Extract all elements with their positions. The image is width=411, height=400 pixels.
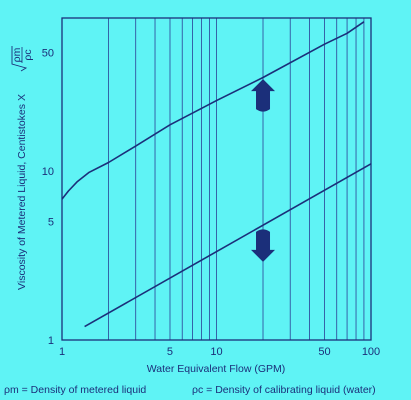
y-tick-label: 1 <box>48 335 54 347</box>
grid-lines <box>108 18 365 340</box>
x-tick-labels: 1 5 10 50 100 <box>59 346 380 358</box>
y-tick-label: 5 <box>48 217 54 229</box>
y-axis-label: Viscosity of Metered Liquid, Centistokes… <box>11 46 34 290</box>
plot-frame <box>61 17 372 341</box>
y-axis-label-sqrt-numerator: ρm <box>11 47 23 62</box>
y-tick-label: 10 <box>42 166 54 178</box>
x-tick-label: 5 <box>167 346 173 358</box>
y-axis-label-text: Viscosity of Metered Liquid, Centistokes… <box>16 94 28 290</box>
arrow-down-annotation <box>251 229 276 262</box>
y-tick-labels: 1 5 10 50 <box>42 48 54 347</box>
x-tick-label: 50 <box>318 346 330 358</box>
series-line-1 <box>61 21 365 200</box>
x-tick-label: 100 <box>362 346 380 358</box>
x-tick-label: 10 <box>210 346 222 358</box>
x-axis-label: Water Equivalent Flow (GPM) <box>147 363 285 375</box>
annotation-layer <box>251 79 276 262</box>
svg-text:Viscosity of Metered Liquid, C: Viscosity of Metered Liquid, Centistokes… <box>16 94 28 290</box>
footer-rho-c: ρc = Density of calibrating liquid (wate… <box>192 384 376 396</box>
x-tick-label: 1 <box>59 346 65 358</box>
footer-legend: ρm = Density of metered liquid ρc = Dens… <box>4 384 411 396</box>
y-tick-label: 50 <box>42 48 54 60</box>
sqrt-symbol <box>11 46 28 72</box>
chart: 1 5 10 50 100 1 5 10 50 Water Equivalent Flow (… <box>11 17 380 375</box>
series-layer <box>61 21 372 328</box>
y-axis-label-sqrt-denominator: ρc <box>22 49 34 60</box>
arrow-up-annotation <box>251 79 276 112</box>
footer-rho-m: ρm = Density of metered liquid <box>4 384 147 396</box>
series-line-2 <box>84 163 372 328</box>
